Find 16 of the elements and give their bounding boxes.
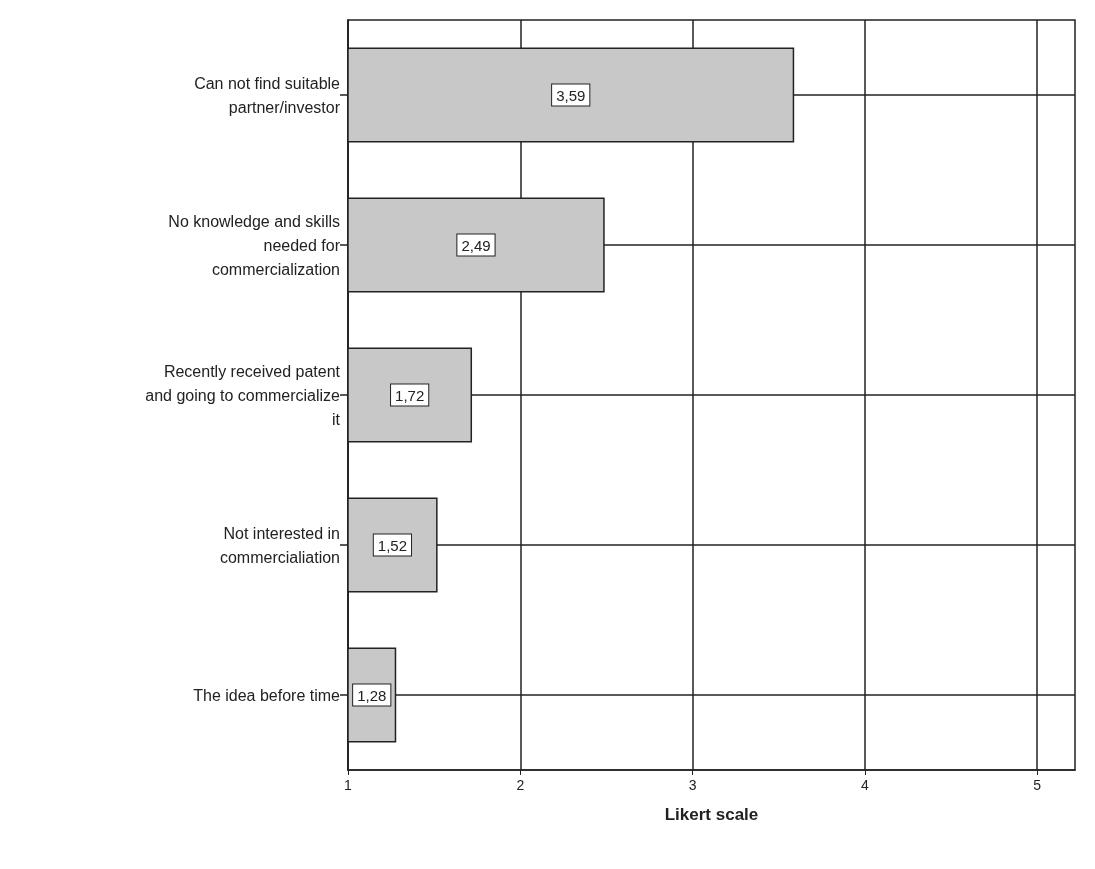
x-tick-label: 2 bbox=[516, 777, 525, 793]
data-label: 1,28 bbox=[357, 686, 387, 704]
data-label: 1,72 bbox=[395, 386, 425, 404]
y-tick-label: The idea before time bbox=[193, 686, 341, 704]
x-tick-label: 3 bbox=[688, 777, 697, 793]
x-tick-label: 4 bbox=[860, 777, 869, 793]
y-tick-label: No knowledge and skills needed for commercialization bbox=[168, 212, 341, 278]
data-label: 1,52 bbox=[377, 536, 408, 554]
x-axis-title: Likert scale bbox=[664, 805, 759, 824]
y-tick-label: Can not find suitable partner/investor bbox=[194, 74, 341, 116]
x-tick-label: 1 bbox=[344, 777, 353, 793]
data-label: 2,49 bbox=[461, 236, 491, 254]
x-tick-label: 5 bbox=[1033, 777, 1042, 793]
data-label: 3,59 bbox=[556, 86, 586, 104]
y-tick-label: Not interested in commercialiation bbox=[219, 524, 340, 566]
y-tick-label: Recently received patent and going to commercialize it bbox=[145, 362, 341, 428]
